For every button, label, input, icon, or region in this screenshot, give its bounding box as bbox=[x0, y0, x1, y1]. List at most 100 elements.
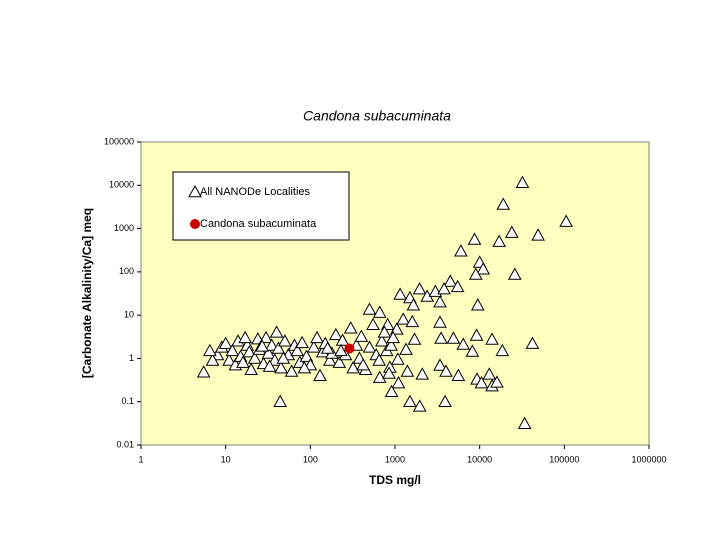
legend-marker bbox=[188, 184, 202, 198]
triangle-marker bbox=[375, 334, 389, 347]
triangle-marker bbox=[490, 375, 504, 388]
triangle-marker bbox=[470, 298, 485, 311]
triangle-marker bbox=[403, 394, 417, 408]
y-tick-label: 0.01 bbox=[116, 439, 134, 449]
x-axis-label: TDS mg/l bbox=[369, 473, 421, 487]
triangle-marker bbox=[346, 361, 360, 374]
triangle-marker bbox=[202, 343, 217, 357]
triangle-marker bbox=[386, 330, 400, 344]
triangle-marker bbox=[433, 295, 447, 308]
triangle-marker bbox=[236, 355, 250, 368]
triangle-marker bbox=[400, 364, 415, 377]
triangle-marker bbox=[332, 355, 347, 368]
triangle-marker bbox=[446, 331, 461, 344]
triangle-marker bbox=[366, 317, 380, 331]
triangle-marker bbox=[322, 353, 337, 366]
triangle-marker bbox=[438, 394, 452, 408]
x-tick-label: 10000 bbox=[467, 454, 492, 464]
triangle-marker bbox=[277, 334, 292, 347]
triangle-marker bbox=[290, 343, 305, 357]
triangle-marker bbox=[313, 368, 327, 381]
triangle-marker bbox=[434, 331, 448, 344]
triangle-marker bbox=[399, 342, 413, 355]
triangle-marker bbox=[485, 332, 499, 345]
triangle-marker bbox=[505, 225, 519, 238]
triangle-marker bbox=[362, 302, 377, 315]
triangle-marker bbox=[247, 351, 262, 364]
triangle-marker bbox=[320, 341, 335, 354]
y-tick-label: 1 bbox=[129, 353, 134, 363]
triangle-marker bbox=[433, 315, 447, 328]
triangle-marker bbox=[450, 279, 465, 293]
triangle-marker bbox=[405, 314, 420, 328]
y-tick-label: 1000 bbox=[114, 223, 134, 233]
triangle-marker bbox=[415, 367, 430, 380]
triangle-marker bbox=[334, 343, 348, 357]
circle-marker bbox=[344, 343, 355, 354]
y-tick-label: 10 bbox=[124, 310, 134, 320]
triangle-marker bbox=[515, 175, 530, 188]
triangle-marker bbox=[407, 332, 422, 345]
triangle-marker bbox=[476, 262, 491, 275]
triangle-marker bbox=[451, 368, 466, 381]
triangle-marker bbox=[306, 340, 321, 353]
legend-label: All NANODe Localities bbox=[200, 186, 311, 198]
triangle-marker bbox=[391, 376, 406, 389]
y-tick-label: 100000 bbox=[104, 136, 134, 146]
triangle-marker bbox=[218, 336, 233, 349]
triangle-marker bbox=[393, 287, 407, 300]
triangle-marker bbox=[299, 349, 314, 362]
y-tick-label: 0.1 bbox=[121, 396, 134, 406]
triangle-marker bbox=[372, 305, 387, 318]
triangle-marker bbox=[261, 346, 276, 359]
triangle-marker bbox=[262, 359, 277, 372]
triangle-marker bbox=[356, 358, 370, 371]
triangle-marker bbox=[264, 338, 279, 351]
triangle-marker bbox=[433, 358, 447, 371]
triangle-marker bbox=[454, 244, 468, 257]
triangle-marker bbox=[295, 335, 309, 349]
triangle-marker bbox=[382, 366, 396, 379]
x-tick-label: 1 bbox=[138, 454, 143, 464]
x-tick-label: 10 bbox=[221, 454, 231, 464]
triangle-marker bbox=[205, 353, 220, 366]
triangle-marker bbox=[354, 329, 369, 342]
triangle-marker bbox=[492, 234, 507, 247]
triangle-marker bbox=[196, 365, 211, 378]
triangle-marker bbox=[271, 341, 286, 354]
triangle-marker bbox=[474, 376, 489, 389]
triangle-marker bbox=[335, 333, 350, 346]
triangle-marker bbox=[238, 330, 253, 344]
triangle-marker bbox=[559, 214, 573, 227]
triangle-marker bbox=[297, 361, 312, 374]
triangle-marker bbox=[465, 344, 480, 357]
triangle-marker bbox=[269, 325, 284, 338]
y-tick-label: 10000 bbox=[109, 180, 134, 190]
triangle-marker bbox=[384, 338, 398, 351]
triangle-marker bbox=[437, 282, 451, 295]
legend-marker bbox=[190, 219, 200, 229]
triangle-marker bbox=[482, 367, 497, 380]
triangle-marker bbox=[276, 351, 291, 364]
triangle-marker bbox=[507, 267, 522, 280]
triangle-marker bbox=[467, 232, 482, 245]
triangle-marker bbox=[384, 384, 399, 398]
triangle-marker bbox=[242, 345, 257, 358]
triangle-marker bbox=[531, 228, 545, 241]
x-tick-label: 1000 bbox=[385, 454, 405, 464]
triangle-marker bbox=[412, 282, 427, 295]
x-tick-label: 100 bbox=[303, 454, 318, 464]
triangle-marker bbox=[273, 394, 287, 408]
legend-label: Candona subacuminata bbox=[200, 218, 317, 230]
triangle-marker bbox=[274, 361, 288, 374]
triangle-marker bbox=[244, 362, 259, 375]
triangle-marker bbox=[310, 330, 324, 344]
triangle-marker bbox=[496, 197, 511, 210]
triangle-marker bbox=[372, 353, 387, 366]
triangle-marker bbox=[412, 399, 427, 412]
triangle-marker bbox=[372, 370, 387, 383]
triangle-marker bbox=[468, 267, 483, 280]
triangle-marker bbox=[406, 298, 421, 311]
triangle-marker bbox=[390, 352, 405, 365]
